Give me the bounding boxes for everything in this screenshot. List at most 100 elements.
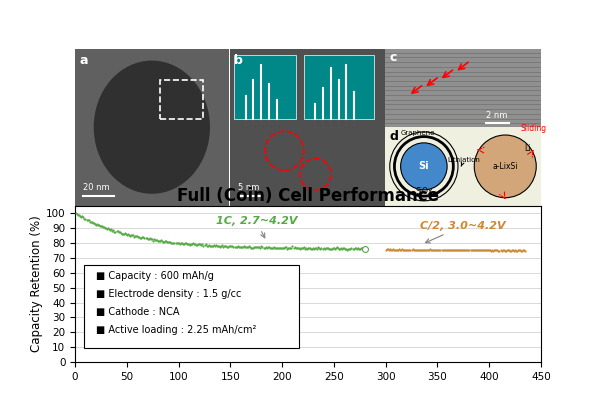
Ellipse shape xyxy=(94,61,210,194)
Point xyxy=(424,247,434,253)
Point xyxy=(307,245,316,252)
Point xyxy=(237,244,246,251)
Point xyxy=(451,247,461,254)
Point xyxy=(212,243,222,249)
Point xyxy=(278,245,288,251)
Y-axis label: Capacity Retention (%): Capacity Retention (%) xyxy=(30,216,43,352)
Point xyxy=(331,245,341,251)
Point xyxy=(311,245,320,252)
Point xyxy=(333,245,343,251)
Point xyxy=(459,247,468,254)
Point xyxy=(258,245,268,251)
Point xyxy=(393,247,403,253)
Point xyxy=(489,247,499,254)
Point xyxy=(100,225,110,231)
Point xyxy=(475,247,484,254)
Point xyxy=(228,244,238,250)
Point xyxy=(513,247,523,254)
Point xyxy=(85,219,94,225)
Point xyxy=(209,242,219,249)
Point xyxy=(232,244,242,250)
Point xyxy=(246,244,256,251)
Point xyxy=(276,245,286,251)
Point xyxy=(162,238,171,245)
Point xyxy=(109,229,119,235)
Point xyxy=(388,246,398,253)
Point xyxy=(413,246,423,253)
Point xyxy=(316,246,325,253)
Point xyxy=(75,212,84,218)
Point xyxy=(322,245,332,252)
Point xyxy=(432,247,441,253)
Point xyxy=(148,238,157,244)
Point xyxy=(153,238,163,245)
Point xyxy=(300,246,310,252)
FancyBboxPatch shape xyxy=(385,49,541,127)
Point xyxy=(180,240,190,247)
Point xyxy=(102,225,112,232)
Text: 5 nm: 5 nm xyxy=(238,183,259,192)
Point xyxy=(185,242,195,248)
Point xyxy=(169,239,178,246)
Point xyxy=(292,245,302,251)
Point xyxy=(479,247,489,254)
Point xyxy=(403,247,412,253)
Point xyxy=(496,247,505,254)
Point xyxy=(478,247,488,253)
Point xyxy=(382,246,391,253)
Point xyxy=(457,247,467,254)
Point xyxy=(433,247,443,254)
Point xyxy=(338,245,348,252)
Point xyxy=(288,243,297,249)
Point xyxy=(351,245,361,251)
Point xyxy=(160,238,170,244)
Point xyxy=(344,245,354,252)
Point xyxy=(384,247,394,253)
Point xyxy=(426,246,435,253)
Point xyxy=(265,245,275,251)
Point xyxy=(330,246,340,252)
Point xyxy=(420,247,430,253)
Point xyxy=(304,244,314,251)
Point xyxy=(92,220,102,227)
Point xyxy=(241,243,251,250)
Point xyxy=(215,243,225,250)
Point xyxy=(503,247,513,254)
Text: Lithiation: Lithiation xyxy=(447,158,480,166)
Point xyxy=(418,246,428,253)
Point xyxy=(438,247,447,253)
Point xyxy=(347,245,356,251)
Point xyxy=(221,243,231,249)
Point xyxy=(269,244,279,251)
Point xyxy=(202,243,212,249)
Point xyxy=(296,245,305,252)
Point xyxy=(395,246,405,253)
Point xyxy=(295,245,305,252)
Point xyxy=(460,247,470,254)
Point xyxy=(97,223,107,230)
Point xyxy=(412,247,421,253)
Point xyxy=(197,242,206,249)
Point xyxy=(277,245,287,252)
Point xyxy=(500,247,510,254)
Point xyxy=(446,247,456,254)
Point xyxy=(222,244,232,250)
Point xyxy=(168,239,177,246)
Point xyxy=(216,243,226,249)
Point xyxy=(409,247,418,253)
Point xyxy=(102,225,111,232)
Point xyxy=(270,244,279,251)
Point xyxy=(266,245,275,252)
Point xyxy=(109,227,118,234)
Point xyxy=(257,243,266,249)
Point xyxy=(251,244,261,250)
Point xyxy=(332,244,342,251)
Point xyxy=(207,242,216,249)
Point xyxy=(466,247,475,254)
Point xyxy=(177,240,186,247)
Point xyxy=(203,242,212,249)
Point xyxy=(282,245,292,252)
Point xyxy=(512,247,522,254)
Point xyxy=(506,247,516,254)
Point xyxy=(472,247,481,254)
